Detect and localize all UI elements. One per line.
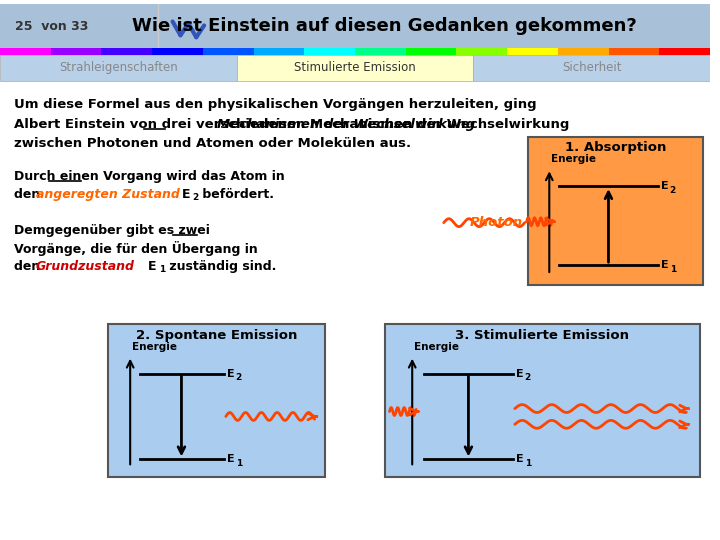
Bar: [558, 48, 609, 55]
Text: Vorgänge, die für den Übergang in: Vorgänge, die für den Übergang in: [14, 241, 258, 256]
Text: Sicherheit: Sicherheit: [562, 62, 621, 75]
Text: zuständig sind.: zuständig sind.: [165, 260, 276, 273]
Text: 1. Absorption: 1. Absorption: [564, 141, 666, 154]
Text: 1: 1: [159, 265, 165, 274]
Text: Photon: Photon: [469, 216, 523, 229]
Text: zwischen Photonen und Atomen oder Molekülen aus.: zwischen Photonen und Atomen oder Molekü…: [14, 137, 411, 150]
Bar: [253, 48, 305, 55]
Text: Albert Einstein von drei verschiedenen Mechanismen der Wechselwirkung: Albert Einstein von drei verschiedenen M…: [14, 118, 570, 131]
Bar: [456, 48, 508, 55]
Text: E: E: [227, 454, 235, 464]
Text: E: E: [516, 454, 523, 464]
Text: E: E: [227, 368, 235, 379]
Bar: [528, 137, 703, 285]
Text: E: E: [661, 260, 668, 270]
Text: E: E: [516, 368, 523, 379]
Bar: [660, 48, 711, 55]
Text: Grundzustand: Grundzustand: [35, 260, 135, 273]
Text: Stimulierte Emission: Stimulierte Emission: [294, 62, 416, 75]
Bar: [473, 55, 710, 80]
Text: Wie ist Einstein auf diesen Gedanken gekommen?: Wie ist Einstein auf diesen Gedanken gek…: [132, 17, 637, 36]
Text: 2. Spontane Emission: 2. Spontane Emission: [136, 328, 297, 342]
Text: 1: 1: [525, 459, 531, 468]
Text: 1: 1: [670, 265, 676, 274]
Text: 25  von 33: 25 von 33: [15, 20, 88, 33]
Bar: [102, 48, 153, 55]
Text: den: den: [14, 187, 45, 200]
Text: Energie: Energie: [552, 154, 596, 165]
Bar: [355, 48, 406, 55]
Bar: [50, 48, 102, 55]
Bar: [507, 48, 559, 55]
Text: 1: 1: [235, 459, 242, 468]
Text: befördert.: befördert.: [198, 187, 274, 200]
Text: 2: 2: [525, 373, 531, 382]
Text: Energie: Energie: [414, 342, 459, 352]
Text: 2: 2: [670, 186, 676, 194]
Text: angeregten Zustand: angeregten Zustand: [35, 187, 179, 200]
Text: E: E: [148, 260, 156, 273]
Bar: [152, 48, 203, 55]
Text: Um diese Formel aus den physikalischen Vorgängen herzuleiten, ging: Um diese Formel aus den physikalischen V…: [14, 98, 536, 111]
Bar: [406, 48, 457, 55]
Text: E: E: [181, 187, 190, 200]
Bar: [608, 48, 660, 55]
Text: Mechanismen der Wechselwirkung: Mechanismen der Wechselwirkung: [217, 118, 475, 131]
Text: 2: 2: [235, 373, 242, 382]
Bar: [203, 48, 254, 55]
Bar: [237, 55, 473, 80]
Text: Demgegenüber gibt es zwei: Demgegenüber gibt es zwei: [14, 224, 210, 237]
Bar: [305, 48, 356, 55]
Text: 2: 2: [192, 193, 199, 201]
Text: Energie: Energie: [132, 342, 177, 352]
Text: Strahleigenschaften: Strahleigenschaften: [59, 62, 178, 75]
Bar: [0, 55, 237, 80]
Text: den: den: [14, 260, 45, 273]
Text: Durch einen Vorgang wird das Atom in: Durch einen Vorgang wird das Atom in: [14, 170, 284, 183]
Bar: [109, 324, 325, 477]
Bar: [384, 324, 700, 477]
Text: 3. Stimulierte Emission: 3. Stimulierte Emission: [455, 328, 629, 342]
Text: E: E: [661, 181, 668, 191]
Bar: [0, 4, 710, 48]
Bar: [0, 48, 51, 55]
